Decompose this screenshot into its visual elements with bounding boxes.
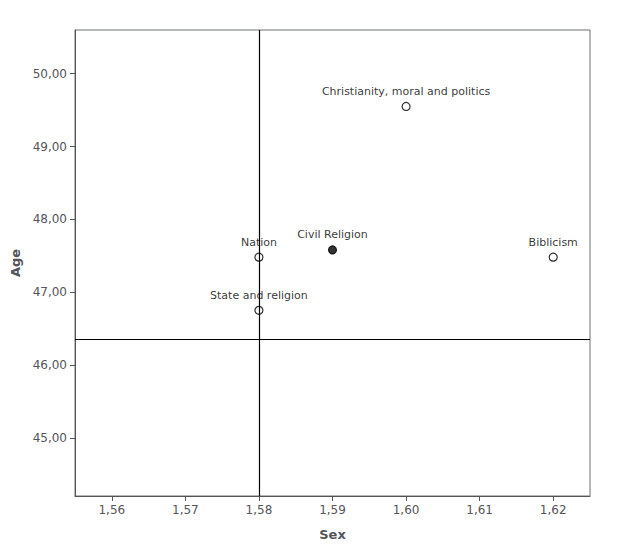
svg-text:Nation: Nation <box>240 235 277 249</box>
svg-text:Age: Age <box>8 249 23 277</box>
svg-text:Sex: Sex <box>319 527 346 542</box>
svg-text:Biblicism: Biblicism <box>529 236 578 249</box>
svg-text:45,00: 45,00 <box>33 431 67 445</box>
svg-text:48,00: 48,00 <box>33 212 67 226</box>
svg-text:Civil Religion: Civil Religion <box>297 228 368 241</box>
svg-text:1,61: 1,61 <box>466 503 493 517</box>
svg-text:1,56: 1,56 <box>98 503 125 517</box>
svg-text:47,00: 47,00 <box>33 285 67 299</box>
svg-text:Christianity, moral and politi: Christianity, moral and politics <box>322 85 491 98</box>
svg-text:1,62: 1,62 <box>540 503 567 517</box>
svg-text:49,00: 49,00 <box>33 140 67 154</box>
svg-text:1,57: 1,57 <box>172 503 199 517</box>
svg-text:46,00: 46,00 <box>33 358 67 372</box>
svg-text:50,00: 50,00 <box>33 67 67 81</box>
svg-text:1,59: 1,59 <box>319 503 346 517</box>
svg-text:1,60: 1,60 <box>393 503 420 517</box>
svg-text:State and religion: State and religion <box>210 288 308 302</box>
svg-text:1,58: 1,58 <box>246 503 273 517</box>
